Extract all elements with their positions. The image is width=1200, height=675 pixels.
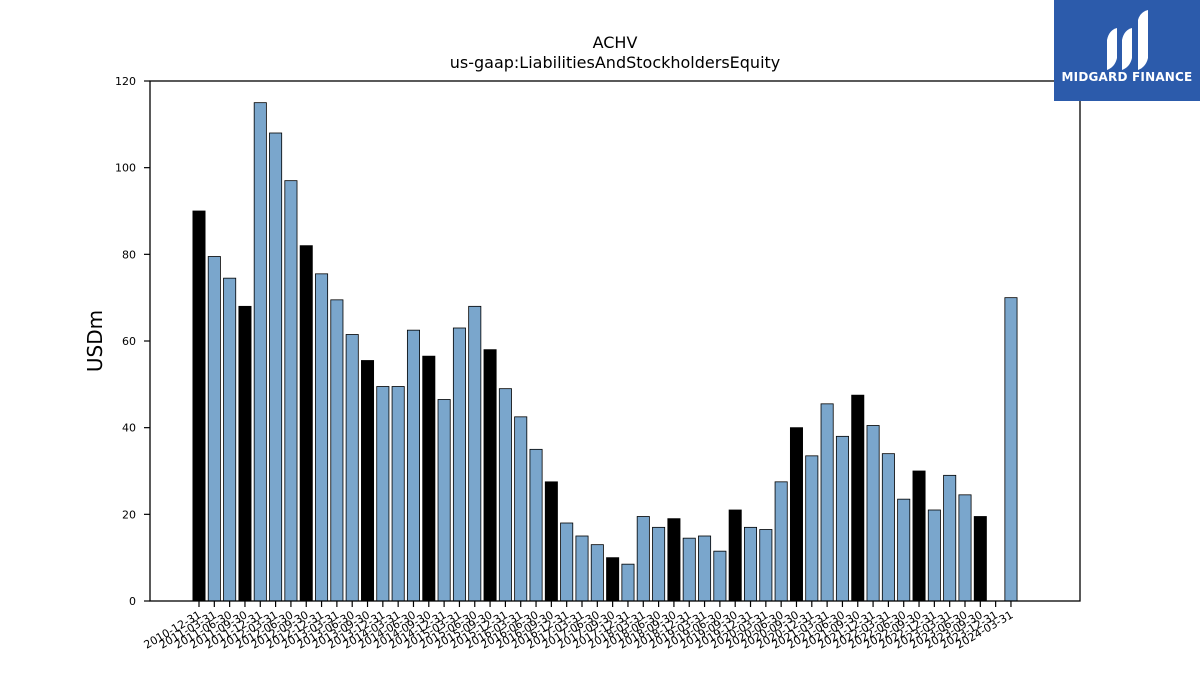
bar-2012-09-30 xyxy=(299,245,313,602)
bar-2020-12-31 xyxy=(805,455,819,602)
bar-2019-12-31 xyxy=(744,526,758,602)
bar-2016-09-30 xyxy=(544,481,558,602)
y-tick-label: 20 xyxy=(122,508,136,521)
logo-mark-icon xyxy=(1107,10,1148,70)
y-tick-label: 0 xyxy=(129,595,136,608)
bar-2013-12-31 xyxy=(376,386,390,602)
bar-2022-12-31 xyxy=(927,509,941,602)
bar-2016-12-31 xyxy=(560,522,574,602)
bar-2023-06-30 xyxy=(958,494,972,602)
bar-2023-09-30 xyxy=(973,516,987,602)
bar-2018-06-30 xyxy=(652,526,666,602)
bar-2012-03-31 xyxy=(269,132,283,602)
bar-2015-03-31 xyxy=(452,327,466,602)
bar-2017-06-30 xyxy=(590,544,604,602)
bar-2023-03-31 xyxy=(943,474,957,602)
plot-frame xyxy=(149,80,1081,602)
bar-2017-03-31 xyxy=(575,535,589,602)
bar-2022-03-31 xyxy=(881,453,895,602)
logo-text: MIDGARD FINANCE xyxy=(1061,70,1193,84)
bar-2021-09-30 xyxy=(851,394,865,602)
bar-2024-03-31 xyxy=(1004,297,1018,602)
bar-2020-06-30 xyxy=(774,481,788,602)
y-tick-label: 40 xyxy=(122,422,136,435)
bar-2018-12-31 xyxy=(682,537,696,602)
bar-2016-06-30 xyxy=(529,448,543,602)
bar-2014-03-31 xyxy=(391,386,405,602)
bar-2022-06-30 xyxy=(897,498,911,602)
bar-2011-03-31 xyxy=(207,256,221,602)
bar-2015-12-31 xyxy=(498,388,512,602)
bar-2013-03-31 xyxy=(330,299,344,602)
y-tick-label: 60 xyxy=(122,335,136,348)
bar-2021-03-31 xyxy=(820,403,834,602)
bar-2012-12-31 xyxy=(315,273,329,602)
chart-subtitle: us-gaap:LiabilitiesAndStockholdersEquity xyxy=(450,53,781,72)
bar-2020-09-30 xyxy=(789,427,803,602)
bar-2021-06-30 xyxy=(835,435,849,602)
x-axis: 2010-12-312011-03-312011-06-302011-09-30… xyxy=(142,601,1015,652)
bar-2014-09-30 xyxy=(422,355,436,602)
y-tick-label: 80 xyxy=(122,248,136,261)
bar-2015-06-30 xyxy=(468,305,482,602)
bar-2015-09-30 xyxy=(483,349,497,602)
bar-2017-12-31 xyxy=(621,563,635,602)
bar-2011-09-30 xyxy=(238,305,252,602)
bar-2019-09-30 xyxy=(728,509,742,602)
bar-2021-12-31 xyxy=(866,425,880,602)
bar-2018-09-30 xyxy=(667,518,681,602)
bar-2022-09-30 xyxy=(912,470,926,602)
bar-2018-03-31 xyxy=(636,516,650,602)
bar-2019-06-30 xyxy=(713,550,727,602)
bar-2013-09-30 xyxy=(361,360,375,602)
y-axis: 0 20 40 60 80 100 120 xyxy=(115,75,150,608)
midgard-finance-logo: MIDGARD FINANCE xyxy=(1054,0,1200,101)
bar-2012-06-30 xyxy=(284,180,298,602)
bar-2016-03-31 xyxy=(514,416,528,602)
bar-2019-03-31 xyxy=(698,535,712,602)
y-tick-label: 100 xyxy=(115,162,136,175)
bar-2020-03-31 xyxy=(759,529,773,602)
bar-2014-06-30 xyxy=(406,329,420,602)
y-axis-label: USDm xyxy=(83,310,107,372)
bar-2017-09-30 xyxy=(606,557,620,602)
bars-group xyxy=(192,102,1018,602)
bar-2011-06-30 xyxy=(223,277,237,602)
bar-2014-12-31 xyxy=(437,399,451,602)
bar-2013-06-30 xyxy=(345,334,359,602)
bar-2010-12-31 xyxy=(192,210,206,602)
y-tick-label: 120 xyxy=(115,75,136,88)
bar-2011-12-31 xyxy=(253,102,267,602)
chart-title: ACHV xyxy=(593,33,638,52)
